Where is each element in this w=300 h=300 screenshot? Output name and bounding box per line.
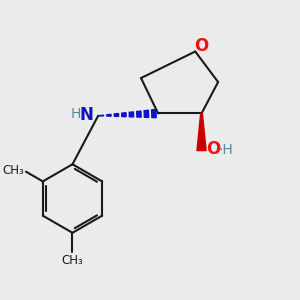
Text: O: O <box>206 140 221 158</box>
Polygon shape <box>137 111 141 117</box>
Polygon shape <box>197 113 206 151</box>
Polygon shape <box>107 114 111 116</box>
Polygon shape <box>129 112 134 117</box>
Polygon shape <box>99 115 104 116</box>
Text: ·H: ·H <box>218 143 233 157</box>
Text: H: H <box>71 107 81 121</box>
Polygon shape <box>114 113 118 116</box>
Text: CH₃: CH₃ <box>3 164 25 177</box>
Text: N: N <box>80 106 94 124</box>
Polygon shape <box>122 113 126 117</box>
Polygon shape <box>152 110 156 118</box>
Text: O: O <box>194 37 209 55</box>
Text: CH₃: CH₃ <box>61 254 83 267</box>
Polygon shape <box>144 110 149 117</box>
